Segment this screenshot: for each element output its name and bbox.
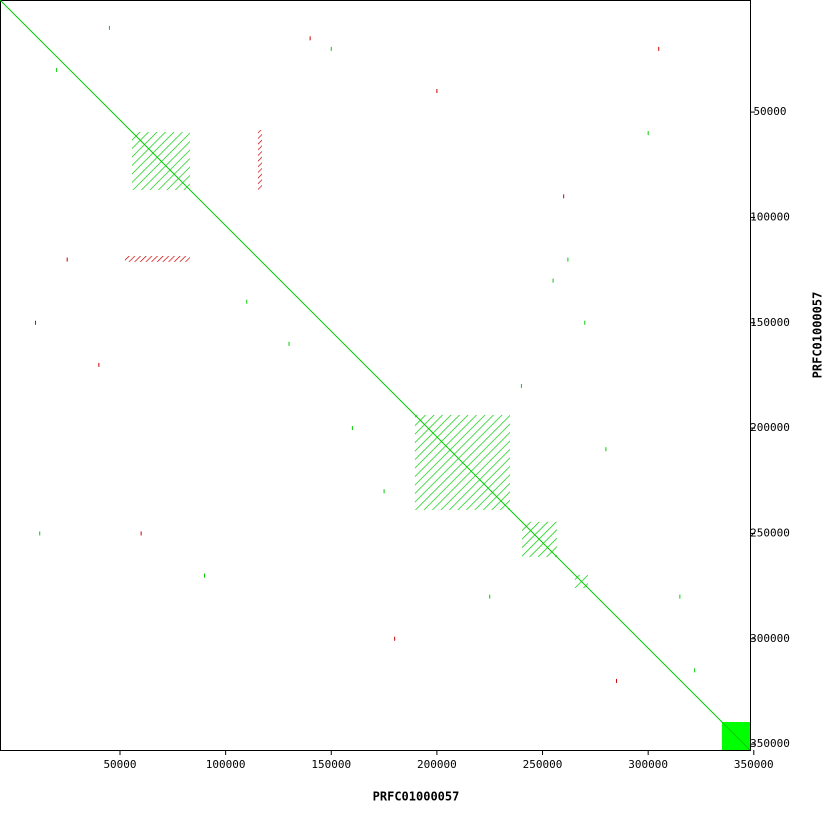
match-dot: [552, 278, 554, 283]
match-dot: [34, 320, 36, 325]
match-dot: [309, 36, 311, 41]
match-dot: [584, 320, 586, 325]
match-dot: [66, 257, 68, 262]
y-tick-label: 300000: [750, 632, 790, 645]
x-tick-label: 200000: [417, 758, 457, 771]
match-dot: [394, 636, 396, 641]
x-axis-title: PRFC01000057: [373, 790, 460, 804]
match-dot: [98, 362, 100, 367]
y-tick-label: 350000: [750, 737, 790, 750]
match-dot: [520, 383, 522, 388]
y-tick-label: 100000: [750, 210, 790, 223]
match-dot: [436, 89, 438, 94]
diagonal: [0, 0, 751, 751]
x-tick-label: 150000: [311, 758, 351, 771]
repeat-block: [257, 129, 262, 191]
match-dot: [679, 594, 681, 599]
match-dot: [56, 67, 58, 72]
match-dot: [615, 678, 617, 683]
x-tick-label: 250000: [523, 758, 563, 771]
match-dot: [563, 194, 565, 199]
match-dot: [383, 489, 385, 494]
match-dot: [39, 531, 41, 536]
y-tick-label: 200000: [750, 421, 790, 434]
y-tick-label: 50000: [753, 105, 786, 118]
x-tick-label: 50000: [103, 758, 136, 771]
match-dot: [330, 46, 332, 51]
x-tick-label: 300000: [628, 758, 668, 771]
match-dot: [351, 426, 353, 431]
plot-frame: [0, 0, 751, 751]
match-dot: [108, 25, 110, 30]
match-dot: [288, 341, 290, 346]
x-tick-label: 350000: [734, 758, 774, 771]
match-dot: [204, 573, 206, 578]
match-dot: [140, 531, 142, 536]
match-dot: [658, 46, 660, 51]
match-dot: [694, 668, 696, 673]
y-tick-label: 250000: [750, 526, 790, 539]
match-dot: [246, 299, 248, 304]
match-dot: [605, 447, 607, 452]
y-axis-title: PRFC01000057: [811, 292, 825, 379]
x-tick-label: 100000: [206, 758, 246, 771]
match-dot: [647, 131, 649, 136]
match-dot: [489, 594, 491, 599]
repeat-block: [125, 255, 190, 262]
match-dot: [567, 257, 569, 262]
y-tick-label: 150000: [750, 316, 790, 329]
